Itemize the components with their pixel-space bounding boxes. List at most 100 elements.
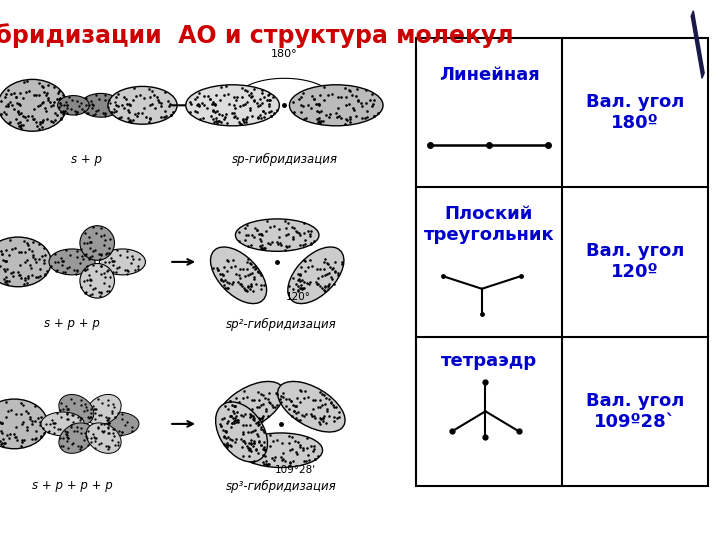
Point [0,274,10,283]
Point [233,118,245,126]
Point [71,269,82,278]
Ellipse shape [59,423,94,454]
Point [10,92,22,101]
Point [1,265,13,274]
Point [73,102,85,111]
Point [22,112,33,120]
Point [248,457,260,465]
Point [330,268,341,276]
Ellipse shape [0,79,67,131]
Point [55,101,67,110]
Point [295,281,307,290]
Point [360,86,372,95]
Point [4,430,16,438]
Point [262,238,274,247]
Point [218,114,230,123]
Point [214,420,225,428]
Point [245,440,256,449]
Point [16,437,27,446]
Point [287,285,299,293]
Point [0,439,8,448]
Point [264,459,275,468]
Point [271,436,283,444]
Point [366,102,378,111]
Point [305,239,317,247]
Point [291,226,302,235]
Point [292,286,304,295]
Point [163,102,175,111]
Point [10,93,22,102]
Point [228,108,240,117]
Point [33,240,45,248]
Point [86,100,98,109]
Point [258,400,269,409]
Point [49,82,60,91]
Point [246,411,257,420]
Point [311,115,323,124]
Point [85,437,96,446]
Point [248,437,260,446]
Point [55,253,67,262]
Point [248,85,259,93]
Point [71,423,83,431]
Text: sp-гибридизация: sp-гибридизация [231,153,338,166]
Point [156,101,167,110]
Point [30,258,42,267]
Point [202,92,214,100]
Point [231,114,243,123]
Point [138,93,150,102]
Point [123,100,135,109]
Point [326,275,338,284]
Point [11,433,22,441]
Point [325,397,336,406]
Point [286,444,297,453]
Point [249,426,261,434]
Point [101,267,112,275]
Point [323,260,334,268]
Point [225,397,236,406]
Point [248,439,259,448]
Point [130,91,142,100]
Point [246,231,258,239]
Point [184,97,195,106]
Point [235,119,247,128]
Point [284,438,295,447]
Point [17,418,29,427]
Point [53,257,64,266]
Point [85,97,96,106]
Point [4,235,15,244]
Point [333,407,345,416]
Point [328,417,340,426]
Point [234,280,246,288]
Point [318,257,330,266]
Point [42,80,54,89]
Point [352,96,364,104]
Point [309,455,320,463]
Point [99,109,111,117]
Point [320,393,331,402]
Point [312,403,323,411]
Point [248,287,259,295]
Point [71,97,82,106]
Point [8,105,19,113]
Point [103,248,114,257]
Point [210,100,221,109]
Point [55,107,67,116]
Point [258,457,269,466]
Point [322,285,333,293]
Point [302,227,313,235]
Point [103,286,114,295]
Point [282,230,294,238]
Point [94,292,106,301]
Point [276,439,288,448]
Point [265,111,276,120]
Point [9,429,20,438]
Point [275,241,287,249]
Point [218,413,230,422]
Point [122,114,134,123]
Point [101,287,112,295]
Point [305,239,317,248]
Point [237,101,248,110]
Point [81,276,93,285]
Point [85,291,96,299]
